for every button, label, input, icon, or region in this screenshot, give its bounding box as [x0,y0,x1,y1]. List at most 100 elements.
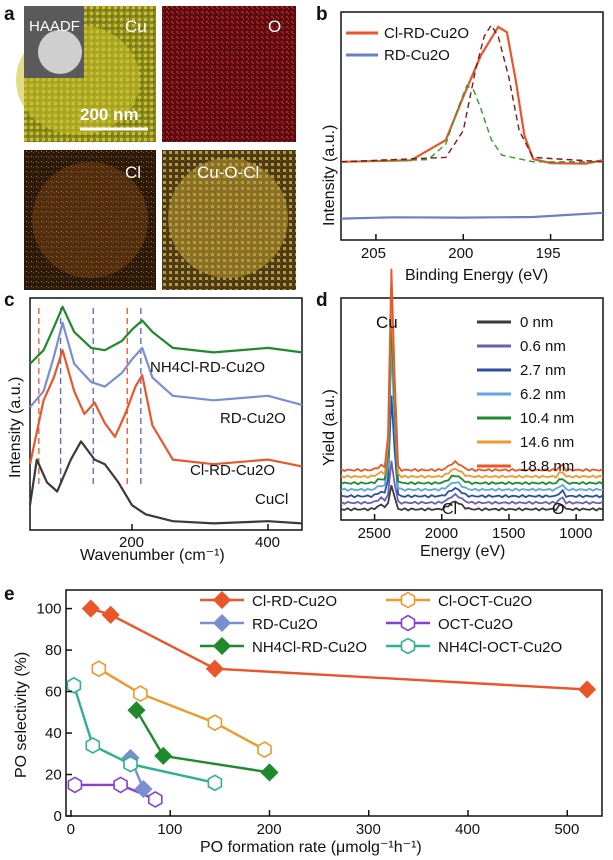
legend-marker-oct-cu2o [400,614,416,632]
point-nh4cl-rd-cu2o-1 [154,746,173,765]
legend-marker-nh4cl-oct-cu2o [400,637,416,655]
x-tick-label-200: 200 [448,245,473,262]
legend-marker-rd-cu2o [212,613,232,633]
series-10-4-nm [340,318,604,486]
point-cl-rd-cu2o-2 [205,659,224,678]
series-line-cl-oct-cu2o [98,667,266,751]
panel-a-eds-maps: HAADF Cu 200 nm O Cl Cu-O-Cl [16,6,296,290]
legend-label-14-6-nm: 14.6 nm [520,434,574,451]
legend-label-2-7-nm: 2.7 nm [520,362,566,379]
y-tick-label-100: 100 [37,601,62,618]
point-oct-cu2o-2 [148,790,163,808]
panel-d-ylabel: Yield (a.u.) [321,389,338,466]
label-cl-rd-cu2o: Cl-RD-Cu2O [190,462,275,479]
y-tick-label-20: 20 [45,767,62,784]
x-tick-label-400: 400 [255,534,280,551]
map-label-cl: Cl [125,163,141,182]
series-6-2-nm [340,348,604,492]
x-tick-label-200: 200 [257,821,282,838]
series-18-8-nm [340,268,604,473]
legend-label-6-2-nm: 6.2 nm [520,386,566,403]
y-tick-label-0: 0 [54,808,62,825]
haadf-particle [38,30,82,74]
annotation-o: O [552,501,564,518]
series-0-6-nm [340,460,604,505]
x-tick-label-100: 100 [157,821,182,838]
series-cucl [28,440,303,525]
series-cl-rd-cu2o [340,25,604,165]
map-label-cu: Cu [125,17,147,36]
x-tick-label-0: 0 [67,821,75,838]
point-nh4cl-rd-cu2o-0 [127,701,146,720]
point-cl-rd-cu2o-0 [81,599,100,618]
point-cl-rd-cu2o-3 [578,680,597,699]
series-line-cl-rd-cu2o [90,607,588,691]
point-oct-cu2o-0 [67,776,83,794]
map-label-cu-o-cl: Cu-O-Cl [197,163,259,182]
series-rd-cu2o [29,321,303,408]
y-tick-label-60: 60 [45,684,62,701]
legend-marker-cl-oct-cu2o [400,591,416,609]
panel-label-c: c [4,290,15,311]
point-nh4cl-oct-cu2o-3 [207,774,223,792]
legend-label-0-6-nm: 0.6 nm [520,338,566,355]
panel-c-raman-chart: 200 400 NH4Cl-RD-Cu2O RD-Cu2O Cl-RD-Cu2O … [7,297,303,564]
series-nh4cl-rd-cu2o [29,305,303,365]
map-cl [24,150,156,290]
series-0-nm [340,485,604,512]
annotation-cu: Cu [376,313,398,332]
series-2-7-nm [340,395,604,499]
point-cl-oct-cu2o-1 [133,685,148,703]
series-cl-2p3-2-fit [340,23,604,163]
x-tick-label-195: 195 [536,245,561,262]
x-tick-label-2000: 2000 [425,525,458,542]
map-o [162,6,296,142]
legend-label-18-8-nm: 18.8 nm [520,458,574,475]
point-oct-cu2o-1 [113,776,128,794]
series-line-nh4cl-oct-cu2o [72,684,216,784]
panel-d-xlabel: Energy (eV) [420,543,505,560]
point-cl-rd-cu2o-1 [101,605,120,624]
panel-label-a: a [4,4,15,25]
legend-label-10-4-nm: 10.4 nm [520,410,574,427]
panel-label-b: b [316,4,328,25]
legend-label-nh4cl-oct-cu2o: NH4Cl-OCT-Cu2O [438,639,562,656]
panel-e-selectivity-chart: 0 100 200 300 400 500 0 20 40 60 80 100 Cl-RD-Cu2O C… [13,589,603,856]
panel-label-d: d [316,290,328,311]
map-cl-particle [32,162,148,278]
x-tick-label-400: 400 [455,821,480,838]
x-tick-label-205: 205 [361,245,386,262]
legend-label-rd-cu2o: RD-Cu2O [384,47,450,64]
annotation-cl: Cl [442,501,457,518]
series-cl-rd-cu2o [28,349,303,468]
panel-d-plot-frame [340,297,604,521]
x-tick-label-300: 300 [356,821,381,838]
legend-label-cl-rd-cu2o: Cl-RD-Cu2O [252,593,337,610]
panel-b-plot-frame [340,11,604,241]
point-rd-cu2o-1 [134,779,153,799]
x-tick-label-2500: 2500 [358,525,391,542]
panel-c-plot-frame [29,297,303,531]
label-nh4cl-rd-cu2o: NH4Cl-RD-Cu2O [150,359,265,376]
series-14-6-nm [340,290,604,479]
point-nh4cl-rd-cu2o-2 [260,763,279,782]
point-cl-oct-cu2o-0 [91,660,107,678]
panel-b-xlabel: Binding Energy (eV) [405,267,548,284]
panel-c-xlabel: Wavenumber (cm⁻¹) [80,547,225,564]
panel-b-legend: Cl-RD-Cu2O RD-Cu2O [346,25,469,64]
map-cu-o-cl-particle [168,158,288,278]
panel-d-meis-chart: 2500 2000 1500 1000 0 nm 0.6 nm 2.7 nm 6.2 nm 1… [321,268,604,560]
x-tick-label-1000: 1000 [559,525,592,542]
legend-marker-nh4cl-rd-cu2o [212,636,232,656]
legend-label-rd-cu2o: RD-Cu2O [252,616,318,633]
legend-label-0-nm: 0 nm [520,314,553,331]
legend-label-oct-cu2o: OCT-Cu2O [438,616,513,633]
map-label-o: O [268,17,281,36]
x-tick-label-1500: 1500 [492,525,525,542]
panel-c-ylabel: Intensity (a.u.) [7,377,24,478]
panel-label-e: e [4,584,15,605]
y-tick-label-80: 80 [45,642,62,659]
legend-marker-cl-rd-cu2o [212,590,232,610]
point-cl-oct-cu2o-3 [257,741,272,759]
